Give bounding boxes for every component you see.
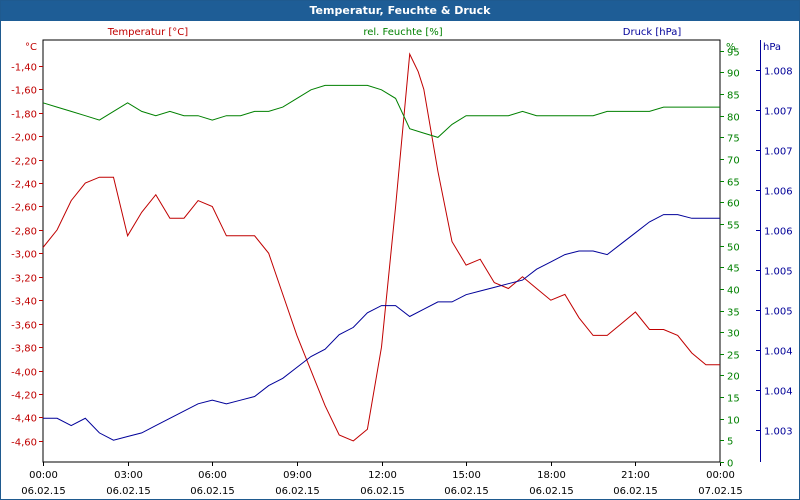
humidity-tick-label: 90 — [727, 69, 740, 80]
temp-tick-label: -4,00 — [11, 368, 37, 379]
x-tick-time-label: 06:00 — [198, 470, 227, 481]
x-tick-time-label: 15:00 — [452, 470, 481, 481]
x-tick-date-label: 06.02.15 — [444, 486, 489, 497]
humidity-tick-label: 50 — [727, 243, 740, 254]
humidity-series-label: rel. Feuchte [%] — [363, 27, 442, 38]
temp-tick-label: -2,40 — [11, 180, 37, 191]
pressure-tick-label: 1.007 — [764, 107, 793, 118]
humidity-tick-label: 25 — [727, 351, 740, 362]
temp-tick-label: -2,00 — [11, 133, 37, 144]
x-tick-time-label: 03:00 — [114, 470, 143, 481]
temp-tick-label: -3,20 — [11, 274, 37, 285]
plot-area — [42, 39, 721, 463]
humidity-tick-label: 60 — [727, 199, 740, 210]
humidity-tick-label: 20 — [727, 372, 740, 383]
temp-tick-label: -2,80 — [11, 227, 37, 238]
pressure-tick-label: 1.005 — [764, 307, 793, 318]
temp-tick-label: -4,60 — [11, 438, 37, 449]
humidity-tick-label: 45 — [727, 264, 740, 275]
temperature-series-line — [42, 52, 720, 442]
x-tick-date-label: 06.02.15 — [613, 486, 658, 497]
pressure-tick-label: 1.006 — [764, 187, 793, 198]
humidity-tick-label: 0 — [727, 459, 733, 470]
x-tick-time-label: 00:00 — [706, 470, 735, 481]
temp-tick-label: -2,60 — [11, 203, 37, 214]
humidity-series-line — [42, 84, 720, 138]
window-title: Temperatur, Feuchte & Druck — [1, 1, 799, 21]
series-lines — [42, 52, 720, 442]
x-tick-date-label: 06.02.15 — [21, 486, 66, 497]
humidity-tick-label: 65 — [727, 178, 740, 189]
humidity-tick-label: 70 — [727, 156, 740, 167]
humidity-tick-label: 5 — [727, 437, 733, 448]
pressure-tick-label: 1.006 — [764, 227, 793, 238]
temp-tick-label: -1,40 — [11, 63, 37, 74]
temp-tick-label: -3,40 — [11, 297, 37, 308]
x-tick-date-label: 06.02.15 — [106, 486, 151, 497]
x-tick-date-label: 06.02.15 — [529, 486, 574, 497]
humidity-tick-label: 10 — [727, 416, 740, 427]
temp-tick-label: -2,20 — [11, 157, 37, 168]
temp-unit-label: °C — [25, 42, 37, 53]
pressure-tick-label: 1.007 — [764, 147, 793, 158]
humidity-tick-label: 95 — [727, 48, 740, 59]
humidity-tick-label: 15 — [727, 394, 740, 405]
temp-tick-label: -4,20 — [11, 391, 37, 402]
humidity-tick-label: 80 — [727, 113, 740, 124]
x-tick-date-label: 07.02.15 — [698, 486, 743, 497]
pressure-tick-label: 1.005 — [764, 267, 793, 278]
pressure-tick-label: 1.003 — [764, 427, 793, 438]
x-tick-time-label: 09:00 — [283, 470, 312, 481]
temp-series-label: Temperatur [°C] — [107, 27, 188, 38]
humidity-unit-label: % — [726, 42, 736, 53]
x-tick-time-label: 12:00 — [368, 470, 397, 481]
humidity-tick-label: 75 — [727, 134, 740, 145]
tick-labels: -1,40 -1,60 -1,80 -2,00 -2,20 -2,40 -2,60 -2,80… — [11, 27, 793, 497]
pressure-tick-label: 1.004 — [764, 347, 793, 358]
pressure-series-line — [43, 214, 720, 441]
humidity-tick-label: 30 — [727, 329, 740, 340]
pressure-tick-label: 1.004 — [764, 387, 793, 398]
pressure-tick-label: 1.008 — [764, 67, 793, 78]
x-tick-time-label: 00:00 — [29, 470, 58, 481]
x-tick-date-label: 06.02.15 — [360, 486, 405, 497]
x-tick-time-label: 18:00 — [537, 470, 566, 481]
temp-tick-label: -3,80 — [11, 344, 37, 355]
axes — [39, 39, 761, 466]
temp-tick-label: -1,80 — [11, 110, 37, 121]
x-tick-time-label: 21:00 — [621, 470, 650, 481]
humidity-tick-label: 85 — [727, 91, 740, 102]
temp-tick-label: -3,00 — [11, 250, 37, 261]
temp-tick-label: -3,60 — [11, 321, 37, 332]
humidity-tick-label: 35 — [727, 308, 740, 319]
humidity-tick-label: 55 — [727, 221, 740, 232]
humidity-tick-label: 40 — [727, 286, 740, 297]
x-tick-date-label: 06.02.15 — [275, 486, 320, 497]
pressure-series-label: Druck [hPa] — [623, 27, 682, 38]
temp-tick-label: -1,60 — [11, 86, 37, 97]
pressure-unit-label: hPa — [763, 42, 781, 53]
x-tick-date-label: 06.02.15 — [190, 486, 235, 497]
temp-tick-label: -4,40 — [11, 414, 37, 425]
